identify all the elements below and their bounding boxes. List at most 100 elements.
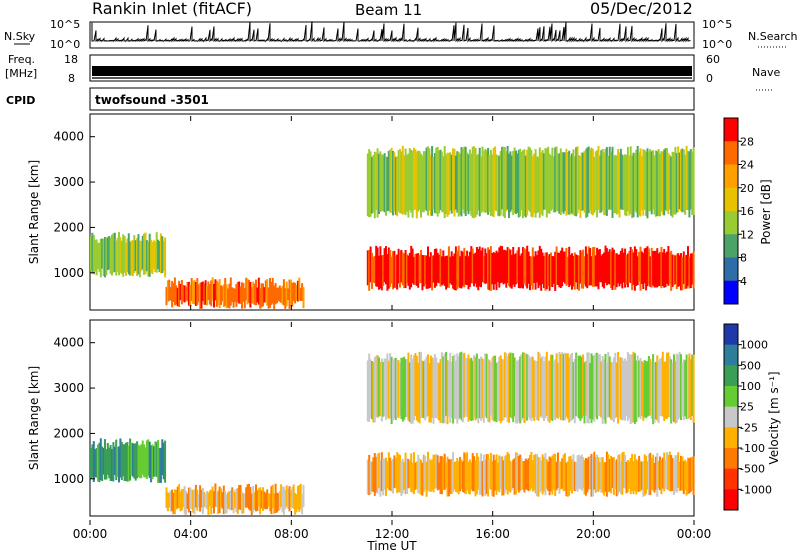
- data-cell: [401, 458, 404, 494]
- data-cell: [222, 485, 225, 515]
- data-cell: [517, 455, 520, 493]
- data-cell: [390, 460, 393, 492]
- data-cell: [276, 492, 278, 513]
- data-cell: [527, 251, 530, 284]
- data-cell: [464, 146, 467, 216]
- data-cell: [227, 288, 229, 308]
- data-cell: [626, 352, 629, 421]
- data-cell: [185, 491, 188, 515]
- data-cell: [619, 148, 622, 210]
- data-cell: [242, 493, 245, 514]
- data-cell: [400, 461, 403, 496]
- data-cell: [474, 356, 477, 421]
- data-cell: [373, 256, 376, 284]
- data-cell: [232, 288, 235, 308]
- data-cell: [545, 459, 548, 489]
- data-cell: [685, 354, 688, 419]
- data-cell: [271, 484, 274, 509]
- data-cell: [527, 146, 530, 211]
- data-cell: [413, 147, 415, 211]
- data-cell: [463, 452, 466, 493]
- data-cell: [248, 280, 250, 303]
- data-cell: [466, 452, 469, 491]
- data-cell: [404, 148, 407, 216]
- freq-label-line1: Freq.: [8, 53, 35, 66]
- data-cell: [111, 234, 113, 276]
- data-cell: [675, 153, 678, 213]
- data-cell: [369, 359, 372, 418]
- data-cell: [253, 492, 256, 510]
- data-cell: [591, 149, 594, 216]
- data-cell: [467, 354, 470, 422]
- data-cell: [509, 352, 512, 418]
- data-cell: [617, 254, 620, 284]
- date-title: 05/Dec/2012: [590, 0, 693, 18]
- data-cell: [498, 356, 501, 421]
- data-cell: [543, 456, 545, 492]
- data-cell: [572, 361, 575, 419]
- data-cell: [516, 360, 519, 424]
- data-cell: [503, 456, 506, 494]
- data-cell: [498, 155, 501, 217]
- data-cell: [267, 287, 270, 309]
- data-cell: [678, 152, 681, 210]
- data-cell: [471, 248, 474, 284]
- data-cell: [249, 282, 252, 308]
- data-cell: [618, 454, 621, 492]
- data-cell: [566, 152, 569, 215]
- data-cell: [523, 149, 526, 216]
- data-cell: [541, 252, 544, 284]
- colorbar-tick-label: 4: [740, 275, 747, 288]
- data-cell: [583, 256, 586, 285]
- data-cell: [435, 357, 438, 419]
- data-cell: [681, 362, 684, 417]
- data-cell: [610, 361, 613, 420]
- colorbar-tick-label: -100: [740, 442, 765, 455]
- data-cell: [640, 461, 643, 490]
- data-cell: [538, 147, 541, 218]
- data-cell: [551, 455, 554, 495]
- data-cell: [375, 355, 378, 417]
- data-cell: [238, 485, 241, 510]
- data-cell: [520, 253, 523, 288]
- data-cell: [557, 153, 559, 212]
- data-cell: [414, 353, 417, 416]
- data-cell: [607, 454, 610, 493]
- data-cell: [487, 147, 490, 215]
- data-cell: [619, 250, 622, 284]
- data-cell: [447, 246, 450, 288]
- data-cell: [689, 359, 692, 420]
- data-cell: [436, 146, 439, 217]
- nsearch-label: N.Search: [748, 30, 798, 43]
- data-cell: [144, 447, 147, 478]
- data-cell: [235, 488, 238, 513]
- data-cell: [203, 283, 206, 305]
- data-cell: [664, 148, 667, 210]
- data-cell: [432, 358, 435, 424]
- data-cell: [284, 489, 287, 510]
- data-cell: [403, 155, 406, 214]
- data-cell: [224, 278, 227, 306]
- data-cell: [192, 490, 195, 513]
- data-cell: [150, 239, 153, 273]
- data-cell: [530, 256, 533, 286]
- data-cell: [477, 456, 480, 490]
- data-cell: [515, 150, 517, 214]
- data-cell: [406, 359, 408, 417]
- data-cell: [624, 248, 627, 288]
- data-cell: [180, 279, 183, 305]
- colorbar-segment: [724, 211, 738, 235]
- data-cell: [136, 441, 139, 479]
- data-cell: [621, 248, 624, 289]
- data-cell: [475, 452, 478, 495]
- data-cell: [432, 156, 435, 210]
- data-cell: [217, 490, 220, 514]
- data-cell: [368, 353, 371, 422]
- data-cell: [213, 283, 215, 308]
- data-cell: [238, 281, 241, 304]
- data-cell: [681, 148, 684, 213]
- data-cell: [285, 281, 288, 307]
- data-cell: [494, 460, 497, 491]
- data-cell: [564, 352, 566, 421]
- data-cell: [378, 452, 380, 489]
